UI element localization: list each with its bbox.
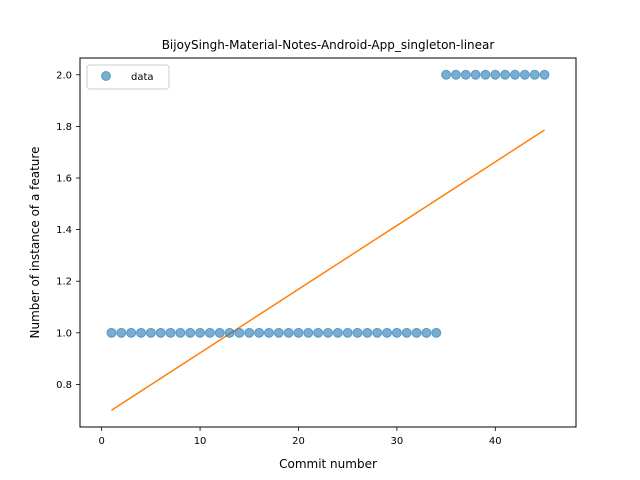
- plot-area: [80, 58, 576, 427]
- data-points-layer: [106, 69, 550, 338]
- data-point: [165, 327, 176, 338]
- legend-marker-data: [101, 71, 111, 81]
- y-axis-ticks: 0.8 1.0 1.2 1.4 1.6 1.8 2.0: [56, 70, 80, 391]
- y-tick-label: 2.0: [56, 70, 72, 81]
- y-tick-label: 1.8: [56, 122, 72, 133]
- data-point: [283, 327, 294, 338]
- y-axis-label: Number of instance of a feature: [28, 147, 42, 339]
- data-point: [155, 327, 166, 338]
- data-point: [106, 327, 117, 338]
- data-point: [116, 327, 127, 338]
- data-point: [214, 327, 225, 338]
- y-tick-label: 1.4: [56, 225, 72, 236]
- x-tick-label: 20: [292, 436, 305, 447]
- x-axis-label: Commit number: [279, 457, 377, 471]
- data-point: [185, 327, 196, 338]
- data-point: [342, 327, 353, 338]
- data-point: [480, 69, 491, 80]
- data-point: [500, 69, 511, 80]
- data-point: [254, 327, 265, 338]
- data-point: [195, 327, 206, 338]
- data-point: [519, 69, 530, 80]
- data-point: [509, 69, 520, 80]
- plot-frame: [79, 57, 577, 428]
- x-tick-label: 40: [489, 436, 502, 447]
- data-point: [411, 327, 422, 338]
- x-tick-label: 10: [194, 436, 207, 447]
- data-point: [382, 327, 393, 338]
- data-point: [529, 69, 540, 80]
- x-tick-label: 0: [98, 436, 104, 447]
- data-point: [391, 327, 402, 338]
- data-point: [450, 69, 461, 80]
- data-point: [441, 69, 452, 80]
- data-point: [401, 327, 412, 338]
- data-point: [136, 327, 147, 338]
- data-point: [372, 327, 383, 338]
- fit-line-layer: [111, 129, 545, 411]
- data-point: [539, 69, 550, 80]
- data-point: [313, 327, 324, 338]
- data-point: [421, 327, 432, 338]
- data-point: [175, 327, 186, 338]
- data-point: [490, 69, 501, 80]
- y-tick-label: 1.0: [56, 328, 72, 339]
- x-tick-label: 30: [391, 436, 404, 447]
- data-point: [234, 327, 245, 338]
- data-point: [332, 327, 343, 338]
- data-point: [273, 327, 284, 338]
- data-point: [126, 327, 137, 338]
- x-axis-ticks: 0 10 20 30 40: [98, 427, 502, 447]
- y-tick-label: 0.8: [56, 380, 72, 391]
- data-point: [263, 327, 274, 338]
- data-point: [244, 327, 255, 338]
- data-point: [323, 327, 333, 338]
- data-point: [470, 69, 481, 80]
- data-point: [224, 327, 235, 338]
- data-point: [293, 327, 304, 338]
- data-point: [431, 327, 442, 338]
- legend-box: [86, 64, 170, 90]
- fit-line: [111, 129, 545, 411]
- data-point: [303, 327, 314, 338]
- data-point: [352, 327, 363, 338]
- chart-title: BijoySingh-Material-Notes-Android-App_si…: [162, 38, 495, 52]
- data-point: [204, 327, 215, 338]
- data-point: [460, 69, 471, 80]
- legend-label-data: data: [131, 72, 154, 83]
- data-point: [362, 327, 373, 338]
- legend: data: [86, 64, 170, 90]
- y-tick-label: 1.2: [56, 277, 72, 288]
- y-tick-label: 1.6: [56, 173, 72, 184]
- data-point: [145, 327, 156, 338]
